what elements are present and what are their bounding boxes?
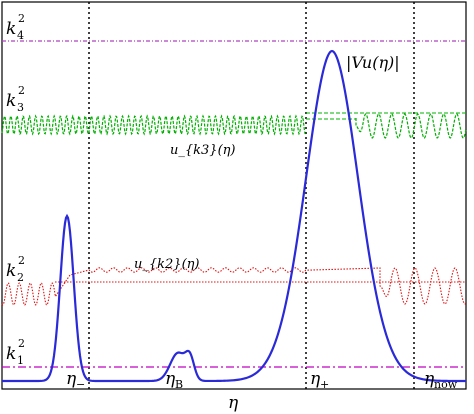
k3-mode-label: u_{k3}(η) <box>170 143 236 158</box>
svg-text:2: 2 <box>18 254 25 267</box>
k3-label: k 3 2 <box>6 84 25 114</box>
eta-minus-label: η − <box>66 369 85 391</box>
k2-mode-function <box>1 267 467 306</box>
svg-text:k: k <box>6 344 16 364</box>
svg-text:k: k <box>6 261 16 281</box>
svg-text:now: now <box>434 378 458 391</box>
k3-mode-function <box>1 112 467 139</box>
svg-text:k: k <box>6 19 16 39</box>
svg-text:η: η <box>66 369 77 389</box>
eta-B-label: η B <box>165 369 183 391</box>
potential-label: |Vu(η)| <box>346 53 400 72</box>
svg-text:B: B <box>175 378 183 391</box>
svg-text:η: η <box>310 369 321 389</box>
svg-text:2: 2 <box>18 12 25 25</box>
svg-text:2: 2 <box>18 337 25 350</box>
potential-curve <box>2 49 466 383</box>
svg-text:3: 3 <box>17 101 24 114</box>
k4-label: k 4 2 <box>6 12 25 42</box>
svg-text:k: k <box>6 91 16 111</box>
svg-text:+: + <box>320 378 329 391</box>
k2-mode-label: u_{k2}(η) <box>134 257 200 272</box>
svg-text:η: η <box>165 369 176 389</box>
svg-text:−: − <box>76 378 85 391</box>
plot-frame <box>1 1 467 390</box>
k1-label: k 1 2 <box>6 337 25 367</box>
k2-label: k 2 2 <box>6 254 25 284</box>
svg-text:|Vu(η)|: |Vu(η)| <box>346 53 400 72</box>
eta-plus-label: η + <box>310 369 329 391</box>
svg-text:4: 4 <box>17 29 24 42</box>
svg-text:2: 2 <box>17 271 24 284</box>
svg-text:1: 1 <box>17 354 24 367</box>
eta-now-label: η now <box>424 369 458 391</box>
svg-text:η: η <box>424 369 435 389</box>
svg-text:2: 2 <box>18 84 25 97</box>
x-axis-label: η <box>228 393 239 413</box>
